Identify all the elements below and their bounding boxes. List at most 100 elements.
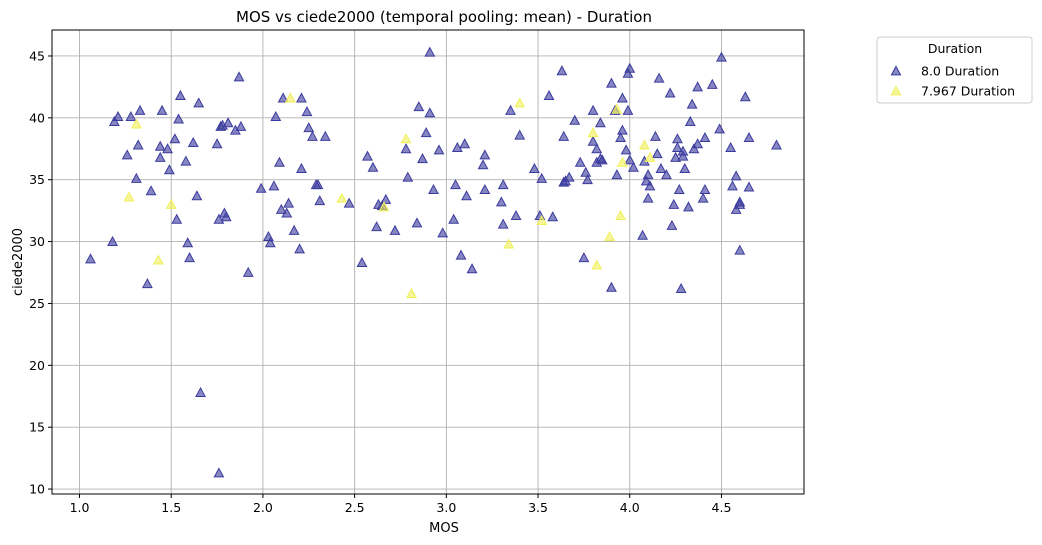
point-series-8-0 (154, 151, 166, 162)
point-series-7-967 (503, 238, 515, 249)
point-series-8-0 (156, 104, 168, 115)
point-series-8-0 (578, 252, 590, 263)
point-series-8-0 (587, 135, 599, 146)
point-series-8-0 (640, 175, 652, 186)
point-series-8-0 (428, 183, 439, 195)
point-series-8-0 (294, 243, 306, 254)
plot-frame (51, 29, 805, 495)
point-series-8-0 (615, 131, 627, 143)
point-series-8-0 (644, 180, 656, 191)
point-series-7-967 (123, 191, 135, 202)
point-series-8-0 (459, 138, 471, 149)
y-tick-label: 20 (29, 358, 45, 373)
point-series-8-0 (547, 211, 559, 222)
point-series-8-0 (356, 256, 368, 268)
point-series-8-0 (314, 195, 326, 206)
point-series-8-0 (268, 180, 280, 191)
point-series-8-0 (193, 97, 205, 108)
point-series-8-0 (420, 127, 432, 138)
point-series-8-0 (108, 115, 120, 126)
point-series-7-967 (604, 230, 616, 242)
point-series-8-0 (743, 131, 755, 143)
point-series-8-0 (730, 203, 742, 214)
point-series-8-0 (235, 120, 247, 131)
point-series-8-0 (743, 181, 755, 192)
point-series-8-0 (121, 149, 133, 160)
point-series-8-0 (739, 91, 751, 102)
point-series-8-0 (495, 196, 507, 207)
point-series-8-0 (497, 179, 509, 190)
legend-entry-label: 8.0 Duration (921, 64, 999, 79)
point-series-8-0 (132, 139, 144, 150)
grid-lines (52, 30, 804, 494)
point-series-8-0 (642, 192, 654, 203)
point-series-8-0 (417, 153, 428, 164)
y-axis-ticks: 10 15 20 25 30 35 40 45 (29, 48, 52, 497)
point-series-8-0 (655, 162, 667, 173)
point-series-8-0 (730, 170, 742, 181)
point-series-8-0 (424, 107, 436, 118)
point-series-8-0 (380, 193, 392, 204)
point-series-8-0 (400, 143, 412, 154)
point-series-8-0 (616, 92, 628, 103)
point-series-8-0 (191, 190, 203, 201)
point-series-7-967 (336, 192, 348, 203)
x-tick-label: 2.0 (253, 500, 273, 515)
point-series-8-0 (296, 92, 307, 103)
point-series-8-0 (556, 65, 568, 76)
y-tick-label: 45 (29, 48, 45, 63)
point-series-8-0 (273, 156, 285, 167)
point-series-8-0 (270, 110, 282, 122)
point-series-8-0 (220, 211, 232, 222)
point-series-8-0 (697, 192, 709, 203)
point-series-8-0 (174, 89, 186, 100)
point-series-8-0 (307, 130, 318, 141)
point-series-8-0 (528, 162, 540, 173)
y-tick-label: 40 (29, 110, 45, 125)
point-series-8-0 (594, 117, 606, 128)
x-axis-ticks: 1.0 1.5 2.0 2.5 3.0 3.5 4.0 4.5 (70, 494, 731, 515)
point-series-8-0 (402, 171, 414, 182)
point-series-8-0 (684, 115, 696, 126)
point-series-8-0 (450, 179, 461, 190)
point-series-7-967 (378, 201, 390, 212)
point-series-8-0 (642, 169, 654, 180)
point-series-8-0 (622, 104, 634, 115)
point-series-8-0 (275, 203, 287, 214)
point-series-8-0 (624, 62, 636, 73)
x-tick-label: 1.5 (161, 500, 181, 515)
point-series-8-0 (664, 87, 676, 98)
point-series-8-0 (145, 185, 157, 196)
point-series-8-0 (141, 278, 153, 289)
legend: Duration 8.0 Duration 7.967 Duration (876, 36, 1033, 104)
point-series-8-0 (510, 209, 522, 221)
point-series-8-0 (653, 72, 665, 83)
point-series-8-0 (627, 161, 639, 172)
point-series-8-0 (686, 98, 698, 109)
point-series-8-0 (303, 122, 315, 133)
legend-box (876, 36, 1033, 104)
point-series-7-967 (644, 151, 656, 162)
point-series-8-0 (666, 219, 678, 230)
y-tick-label: 25 (29, 296, 45, 311)
point-series-7-967 (400, 133, 412, 144)
point-series-8-0 (85, 253, 96, 264)
point-series-8-0 (587, 104, 599, 115)
point-series-8-0 (277, 92, 289, 103)
point-series-8-0 (673, 183, 685, 195)
point-series-8-0 (692, 138, 704, 149)
point-series-8-0 (661, 169, 672, 180)
point-series-8-0 (637, 229, 649, 240)
point-series-7-967 (165, 198, 177, 209)
point-series-8-0 (692, 81, 704, 92)
point-series-8-0 (699, 131, 711, 143)
point-series-7-967 (152, 254, 164, 265)
point-series-8-0 (283, 197, 295, 208)
point-series-8-0 (213, 467, 225, 478)
point-series-8-0 (262, 230, 274, 242)
point-series-8-0 (343, 197, 355, 208)
point-series-8-0 (451, 141, 463, 152)
x-tick-label: 4.0 (620, 500, 640, 515)
data-points (85, 46, 782, 478)
y-tick-label: 35 (29, 172, 45, 187)
